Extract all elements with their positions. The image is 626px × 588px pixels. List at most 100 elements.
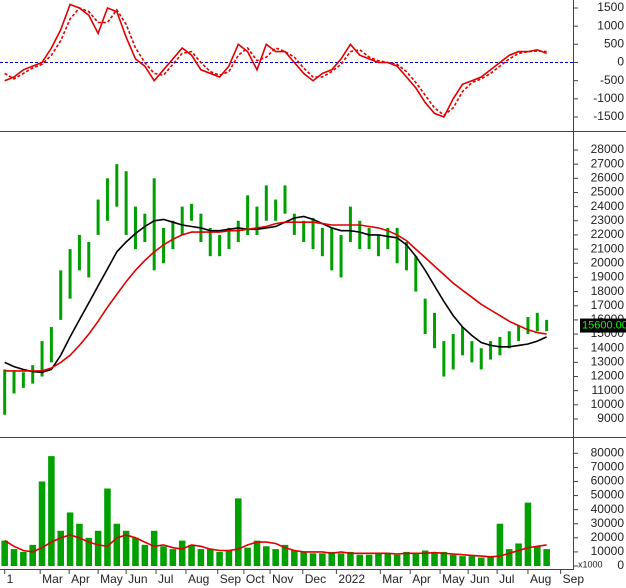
- volume-bar: [263, 546, 270, 566]
- x-tick-label: 1: [7, 572, 14, 586]
- volume-bar: [76, 523, 83, 566]
- volume-bar: [300, 551, 307, 566]
- volume-bar: [328, 551, 335, 566]
- y-tick-label: 40000: [591, 502, 625, 516]
- price-range: [218, 234, 222, 257]
- price-range: [105, 178, 109, 221]
- volume-bar: [421, 550, 429, 566]
- volume-bar: [253, 540, 261, 566]
- price-range: [12, 370, 16, 394]
- volume-bar: [94, 530, 102, 566]
- y-tick-label: 22000: [591, 227, 625, 241]
- price-range: [77, 234, 81, 271]
- x-tick-label: Jun: [470, 572, 489, 586]
- price-range: [115, 164, 119, 207]
- last-price-label: 15600.00: [582, 319, 626, 331]
- y-tick-label: 1500: [597, 0, 624, 14]
- y-tick-label: 26000: [591, 170, 625, 184]
- y-tick-label: 30000: [591, 516, 625, 530]
- volume-bar: [216, 551, 223, 566]
- volume-bar: [244, 547, 251, 566]
- y-tick-label: 10000: [591, 544, 625, 558]
- volume-bar: [291, 550, 298, 566]
- price-range: [264, 185, 268, 221]
- volume-bar: [487, 556, 494, 566]
- volume-bar: [543, 549, 550, 566]
- x-tick-label: Aug: [188, 572, 209, 586]
- y-tick-label: 10000: [591, 397, 625, 411]
- price-range: [31, 365, 35, 384]
- volume-bar: [66, 512, 74, 566]
- y-tick-label: 20000: [591, 530, 625, 544]
- price-range: [3, 369, 7, 415]
- y-tick-label: 80000: [591, 445, 625, 459]
- volume-bar: [319, 553, 326, 566]
- price-range: [479, 348, 483, 370]
- x-tick-label: May: [442, 572, 465, 586]
- price-range: [246, 195, 250, 235]
- volume-bar: [403, 551, 410, 566]
- y-tick-label: 500: [604, 37, 624, 51]
- x-tick-label: Sep: [220, 572, 242, 586]
- x-tick-label: Jul: [499, 572, 514, 586]
- volume-bar: [57, 530, 65, 566]
- volume-bar: [150, 530, 158, 566]
- volume-bar: [48, 456, 55, 566]
- price-range: [517, 325, 521, 342]
- price-range: [124, 171, 128, 235]
- price-range: [96, 199, 100, 235]
- price-range: [376, 234, 380, 257]
- x-tick-label: Jul: [158, 572, 173, 586]
- x-tick-label: 2022: [338, 572, 365, 586]
- price-range: [87, 242, 91, 278]
- price-range: [283, 185, 287, 214]
- volume-bar: [20, 551, 27, 566]
- y-tick-label: 50000: [591, 488, 625, 502]
- last-price-box: [580, 318, 626, 333]
- volume-bar: [431, 553, 438, 566]
- x-tick-label: Dec: [305, 572, 326, 586]
- volume-bar: [113, 523, 121, 566]
- x-tick-label: Oct: [246, 572, 265, 586]
- volume-bar: [449, 554, 457, 566]
- x-tick-label: Jun: [128, 572, 147, 586]
- price-range: [255, 206, 259, 235]
- volume-bar: [459, 556, 466, 566]
- y-tick-label: -1500: [593, 109, 624, 123]
- price-range: [21, 372, 25, 388]
- x-tick-label: Apr: [71, 572, 90, 586]
- volume-bar: [141, 544, 149, 566]
- price-range: [208, 227, 212, 257]
- volume-bar: [524, 502, 532, 566]
- price-range: [395, 227, 399, 264]
- price-range: [59, 270, 63, 320]
- price-range: [180, 206, 184, 235]
- price-range: [40, 341, 44, 377]
- volume-bar: [29, 544, 36, 566]
- price-range: [227, 227, 231, 250]
- price-range: [442, 341, 446, 377]
- volume-bar: [496, 523, 504, 566]
- volume-bar: [534, 546, 541, 566]
- price-range: [133, 206, 137, 250]
- price-range: [545, 319, 549, 332]
- y-tick-label: -500: [600, 73, 624, 87]
- volume-bar: [104, 488, 111, 566]
- volume-bar: [281, 544, 289, 566]
- price-range: [292, 213, 296, 235]
- price-range: [404, 242, 408, 271]
- volume-bar: [505, 549, 513, 566]
- y-tick-label: 27000: [591, 156, 625, 170]
- x-tick-label: Nov: [272, 572, 293, 586]
- y-tick-label: 19000: [591, 270, 625, 284]
- volume-bar: [85, 537, 93, 566]
- volume-bar: [272, 549, 279, 566]
- volume-bar: [10, 549, 18, 566]
- price-range: [423, 298, 427, 335]
- volume-bar: [235, 498, 242, 566]
- x-tick-label: Aug: [530, 572, 551, 586]
- volume-bar: [206, 549, 214, 566]
- volume-bar: [160, 546, 167, 566]
- y-tick-label: 18000: [591, 284, 625, 298]
